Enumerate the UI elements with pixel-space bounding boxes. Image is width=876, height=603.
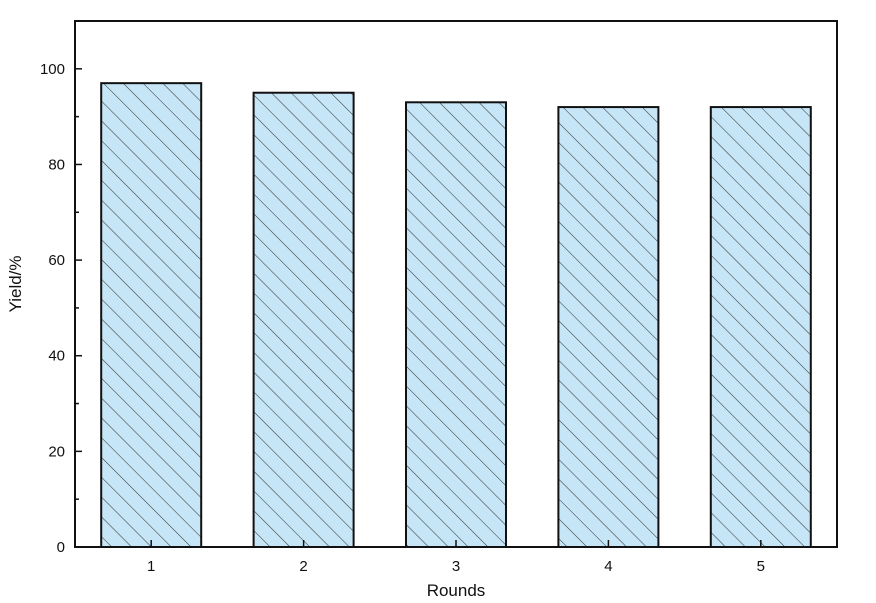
- bar-hatch: [253, 92, 354, 548]
- bar-hatch: [558, 107, 659, 547]
- y-tick-label: 40: [48, 348, 65, 365]
- bars-group: [100, 82, 812, 549]
- x-axis-title: Rounds: [427, 581, 486, 600]
- x-tick-label: 2: [299, 558, 307, 575]
- bar-hatch: [101, 83, 202, 547]
- y-tick-label: 100: [40, 61, 65, 78]
- x-tick-label: 1: [147, 558, 155, 575]
- x-tick-label: 3: [452, 558, 460, 575]
- bar-3: [405, 101, 507, 548]
- x-tick-label: 4: [604, 558, 612, 575]
- y-axis-title: Yield/%: [6, 255, 25, 312]
- y-tick-label: 80: [48, 156, 65, 173]
- y-tick-label: 20: [48, 443, 65, 460]
- bar-5: [709, 106, 812, 548]
- y-tick-label: 60: [48, 252, 65, 269]
- x-tick-label: 5: [757, 558, 765, 575]
- y-tick-label: 0: [57, 539, 65, 556]
- bar-hatch: [710, 107, 811, 547]
- x-axis-ticks: 1 2 3 4 5: [147, 540, 765, 575]
- bar-hatch: [406, 102, 506, 548]
- bar-2: [252, 91, 355, 549]
- bar-4: [557, 106, 660, 548]
- bar-1: [100, 82, 203, 548]
- y-axis-ticks: 0 20 40 60 80 100: [40, 20, 82, 556]
